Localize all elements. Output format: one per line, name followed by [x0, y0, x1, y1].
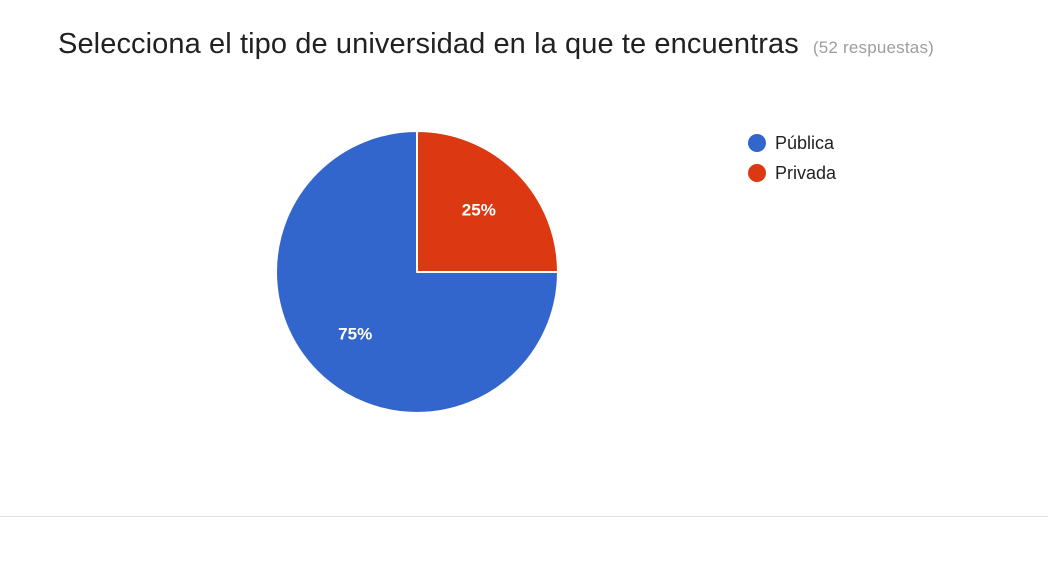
legend-item-pblica[interactable]: Pública — [748, 128, 836, 158]
divider — [0, 516, 1048, 517]
chart-header: Selecciona el tipo de universidad en la … — [58, 28, 1038, 61]
legend-item-privada[interactable]: Privada — [748, 158, 836, 188]
response-count-close-paren: ) — [928, 38, 935, 57]
legend-label: Pública — [775, 132, 835, 153]
pie-label-pblica: 75% — [338, 324, 372, 343]
response-count-open-paren: ( — [812, 38, 819, 57]
pie-labels: 25% 75% — [338, 201, 496, 344]
pie-label-privada: 25% — [462, 201, 496, 220]
pie-slices — [275, 130, 559, 414]
chart-title: Selecciona el tipo de universidad en la … — [58, 28, 799, 60]
pie-slice-privada[interactable] — [416, 130, 559, 273]
response-count: (52 respuestas) — [813, 38, 934, 58]
legend-label: Privada — [775, 162, 837, 183]
legend-swatch — [748, 134, 766, 152]
chart-legend: Pública Privada — [748, 128, 836, 188]
response-count-text: 52 respuestas — [818, 38, 929, 57]
pie-slice-pblica[interactable] — [275, 130, 559, 414]
legend-swatch — [748, 164, 766, 182]
